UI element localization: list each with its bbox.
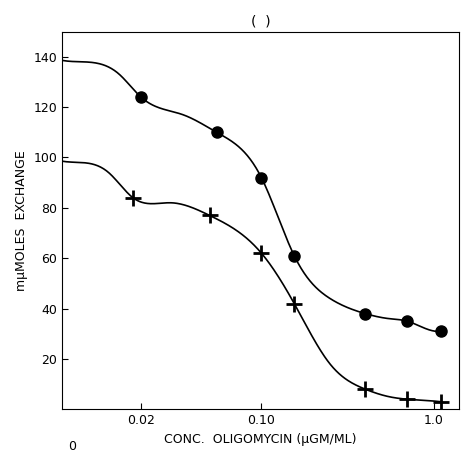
Text: 0: 0 bbox=[68, 439, 76, 452]
Title: (  ): ( ) bbox=[251, 15, 271, 29]
X-axis label: CONC.  OLIGOMYCIN (μGM/ML): CONC. OLIGOMYCIN (μGM/ML) bbox=[164, 433, 357, 445]
Y-axis label: mμMOLES  EXCHANGE: mμMOLES EXCHANGE bbox=[15, 150, 28, 291]
